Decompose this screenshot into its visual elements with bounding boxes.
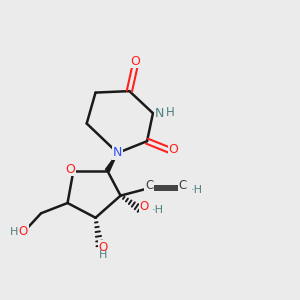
Text: N: N <box>155 107 164 120</box>
Text: C: C <box>178 179 187 192</box>
Text: H: H <box>166 106 175 119</box>
Text: ·H: ·H <box>190 185 202 195</box>
Text: N: N <box>113 146 122 159</box>
Text: H: H <box>99 250 107 260</box>
Text: O: O <box>140 200 149 213</box>
Text: O: O <box>66 163 75 176</box>
Text: O: O <box>169 143 178 157</box>
Text: O: O <box>19 225 28 238</box>
Text: C: C <box>145 179 153 192</box>
Text: O: O <box>130 55 140 68</box>
Text: H: H <box>10 227 18 237</box>
Text: ·H: ·H <box>152 206 164 215</box>
Text: O: O <box>98 241 107 254</box>
Polygon shape <box>105 153 118 172</box>
